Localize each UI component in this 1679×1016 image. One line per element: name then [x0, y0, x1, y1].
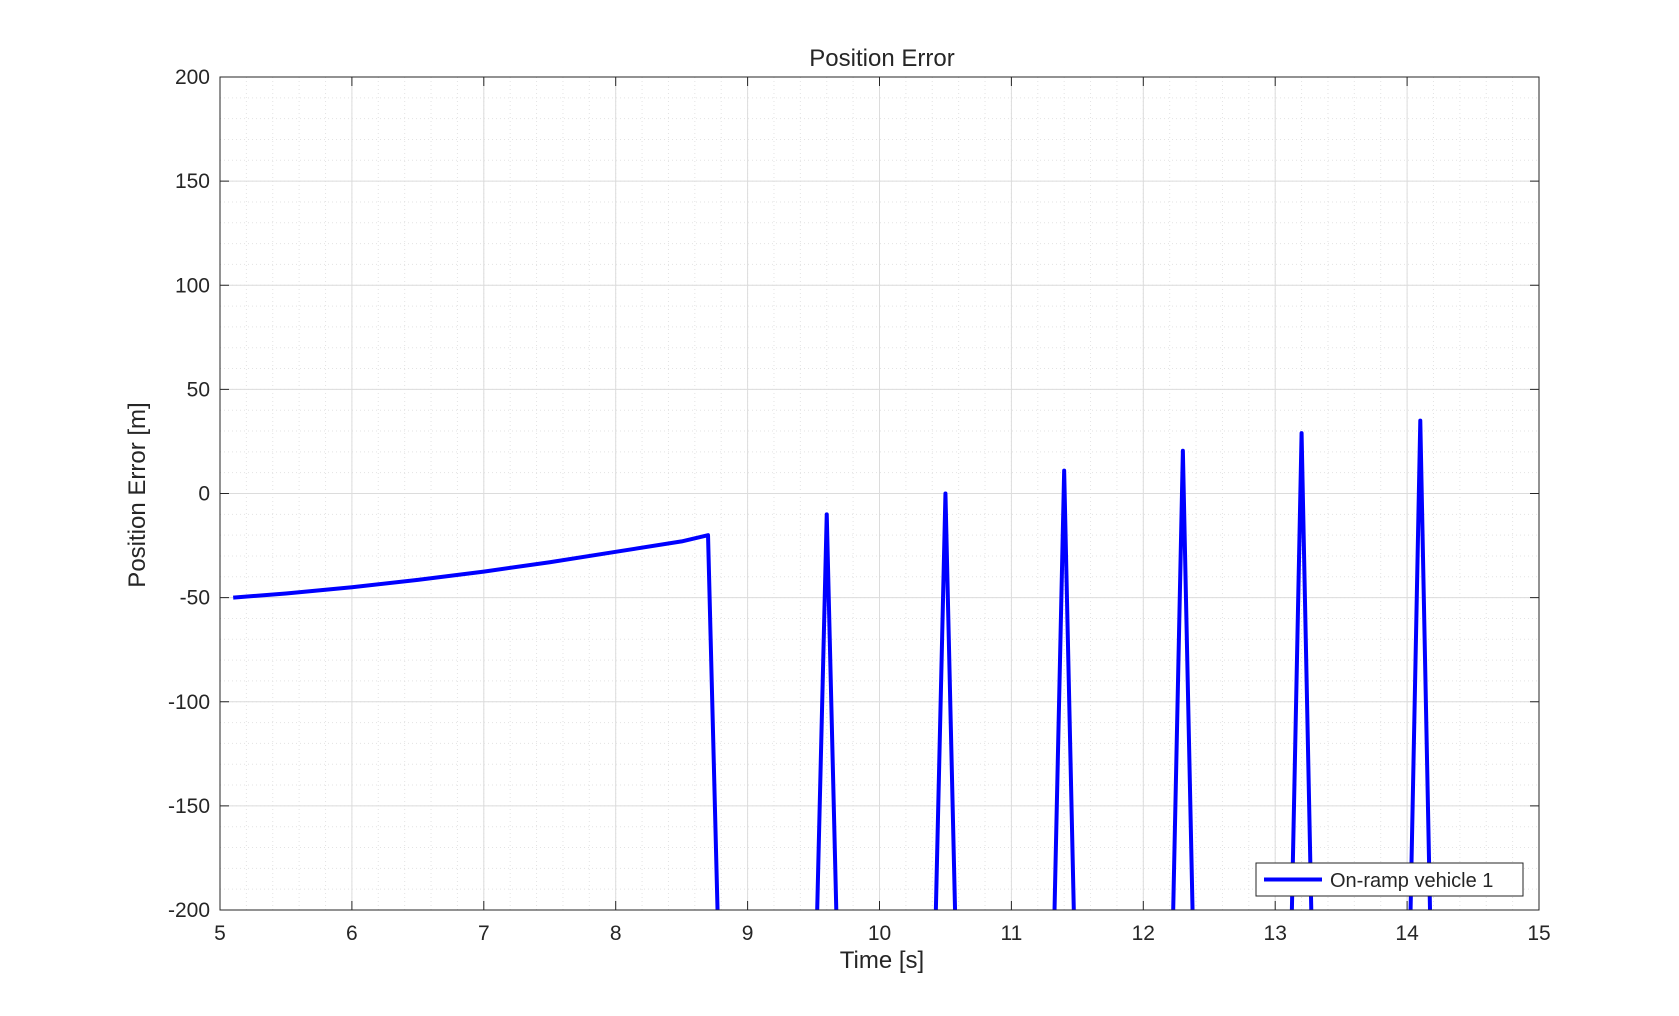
x-tick-label: 6	[346, 922, 358, 945]
x-axis-label: Time [s]	[840, 947, 924, 974]
y-tick-label: -100	[168, 691, 210, 714]
series-line-0	[233, 418, 1433, 910]
axes-box	[219, 76, 1540, 911]
x-tick-label: 7	[478, 922, 490, 945]
y-tick-label: -150	[168, 795, 210, 818]
y-tick-label: 100	[175, 274, 210, 297]
x-tick-label: 5	[214, 922, 226, 945]
series-layer	[233, 418, 1433, 910]
x-tick-label: 13	[1264, 922, 1287, 945]
legend: On-ramp vehicle 1	[1255, 862, 1524, 897]
major-grid	[219, 76, 1540, 911]
y-tick-label: 200	[175, 66, 210, 89]
y-tick-label: 150	[175, 170, 210, 193]
x-tick-label: 15	[1527, 922, 1550, 945]
chart-title: Position Error	[809, 45, 954, 72]
x-tick-label: 10	[868, 922, 891, 945]
legend-label: On-ramp vehicle 1	[1330, 870, 1493, 892]
y-axis-label: Position Error [m]	[124, 402, 151, 587]
x-tick-label: 8	[610, 922, 622, 945]
x-tick-label: 11	[1000, 922, 1022, 945]
x-tick-label: 12	[1132, 922, 1155, 945]
y-tick-label: -50	[180, 587, 210, 610]
tick-labels: 5 6 7 8 9 10 11 12 13 14 15 -200 -150 -100 -50 0 50 100 15…	[168, 66, 1551, 945]
x-tick-label: 9	[742, 922, 754, 945]
y-tick-label: 0	[198, 483, 210, 506]
x-tick-label: 14	[1395, 922, 1419, 945]
y-tick-label: 50	[187, 378, 210, 401]
y-tick-label: -200	[168, 899, 210, 922]
